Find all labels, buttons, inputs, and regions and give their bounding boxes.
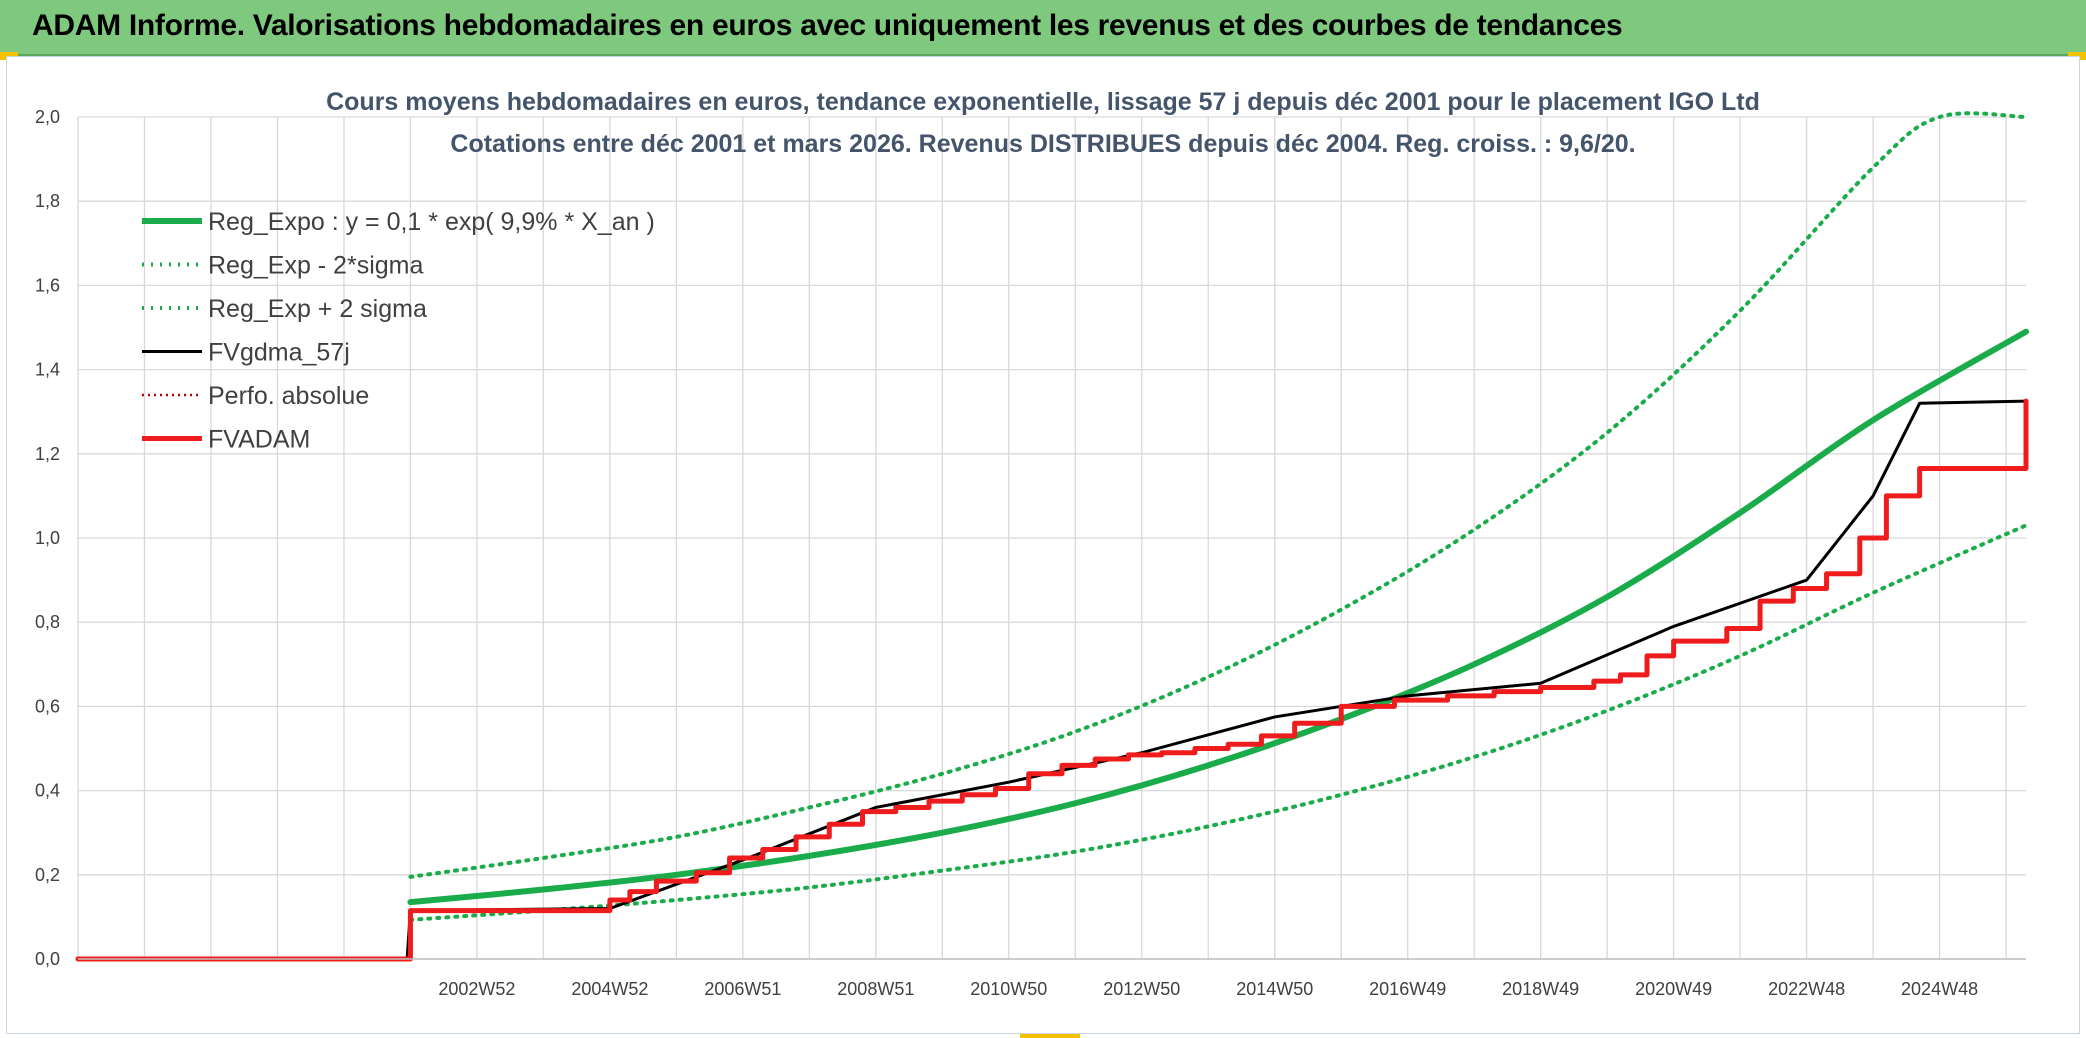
legend-label: Reg_Exp - 2*sigma xyxy=(208,252,423,280)
y-tick-label: 1,6 xyxy=(35,275,60,295)
x-tick-label: 2008W51 xyxy=(837,979,914,999)
chart-title: Cours moyens hebdomadaires en euros, ten… xyxy=(326,88,1760,116)
x-tick-label: 2006W51 xyxy=(704,979,781,999)
x-tick-label: 2016W49 xyxy=(1369,979,1446,999)
series-line-1 xyxy=(408,523,2028,922)
series-line-5 xyxy=(75,398,2029,962)
legend-label: Perfo. absolue xyxy=(208,382,369,410)
legend-label: Reg_Exp + 2 sigma xyxy=(208,295,427,323)
x-tick-label: 2012W50 xyxy=(1103,979,1180,999)
x-tick-label: 2024W48 xyxy=(1901,979,1978,999)
y-tick-label: 1,2 xyxy=(35,444,60,464)
report-banner: ADAM Informe. Valorisations hebdomadaire… xyxy=(0,0,2086,56)
legend-label: FVADAM xyxy=(208,426,310,454)
legend-label: FVgdma_57j xyxy=(208,339,350,367)
series-line-2 xyxy=(408,111,2028,879)
y-tick-label: 1,0 xyxy=(35,528,60,548)
y-tick-label: 0,6 xyxy=(35,696,60,716)
x-tick-label: 2018W49 xyxy=(1502,979,1579,999)
x-tick-label: 2010W50 xyxy=(970,979,1047,999)
x-tick-label: 2022W48 xyxy=(1768,979,1845,999)
y-tick-label: 2,0 xyxy=(35,107,60,127)
y-tick-label: 1,8 xyxy=(35,191,60,211)
x-tick-label: 2004W52 xyxy=(571,979,648,999)
chart-frame xyxy=(6,56,2080,1034)
y-tick-label: 1,4 xyxy=(35,360,60,380)
y-tick-label: 0,2 xyxy=(35,865,60,885)
x-tick-label: 2020W49 xyxy=(1635,979,1712,999)
corner-mark-bottom xyxy=(1020,1030,1080,1038)
x-tick-label: 2002W52 xyxy=(438,979,515,999)
series-line-0 xyxy=(407,328,2029,906)
report-title: ADAM Informe. Valorisations hebdomadaire… xyxy=(32,9,1623,42)
y-tick-label: 0,0 xyxy=(35,949,60,969)
legend-label: Reg_Expo : y = 0,1 * exp( 9,9% * X_an ) xyxy=(208,208,655,236)
chart-subtitle: Cotations entre déc 2001 et mars 2026. R… xyxy=(450,130,1635,158)
y-tick-label: 0,8 xyxy=(35,612,60,632)
y-tick-label: 0,4 xyxy=(35,781,60,801)
x-tick-label: 2014W50 xyxy=(1236,979,1313,999)
